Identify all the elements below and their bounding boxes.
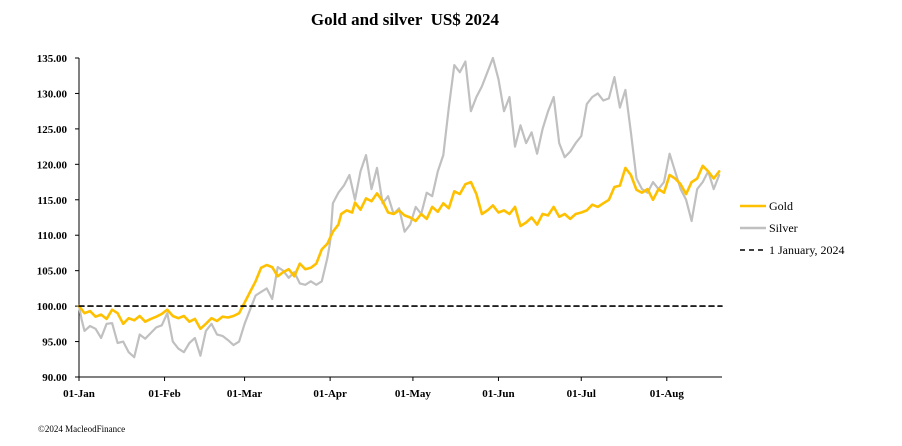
y-tick-label: 110.00 [37,230,67,242]
series-line-silver [77,56,721,359]
y-tick-label: 105.00 [37,266,68,278]
x-tick-label: 01-Feb [148,388,180,400]
y-tick-label: 100.00 [37,301,68,313]
copyright-text: ©2024 MacleodFinance [38,424,126,434]
legend-label-silver: Silver [769,221,798,235]
x-tick-label: 01-Apr [313,388,347,400]
y-tick-label: 135.00 [37,53,68,65]
legend-label-1-january-2024: 1 January, 2024 [769,243,845,257]
x-tick-label: 01-Mar [227,388,263,400]
x-tick-label: 01-Jun [482,388,514,400]
x-tick-label: 01-Aug [650,388,685,400]
y-tick-label: 95.00 [42,337,67,349]
x-tick-label: 01-Jan [63,388,95,400]
y-tick-label: 120.00 [37,159,68,171]
y-tick-label: 125.00 [37,124,68,136]
series-line-gold [77,164,721,331]
legend-label-gold: Gold [769,199,793,213]
y-tick-label: 115.00 [37,195,67,207]
y-tick-label: 130.00 [37,88,68,100]
chart-title: Gold and silver US$ 2024 [310,10,500,29]
x-tick-label: 01-May [395,388,432,400]
y-tick-label: 90.00 [42,372,67,384]
x-tick-label: 01-Jul [567,388,596,400]
